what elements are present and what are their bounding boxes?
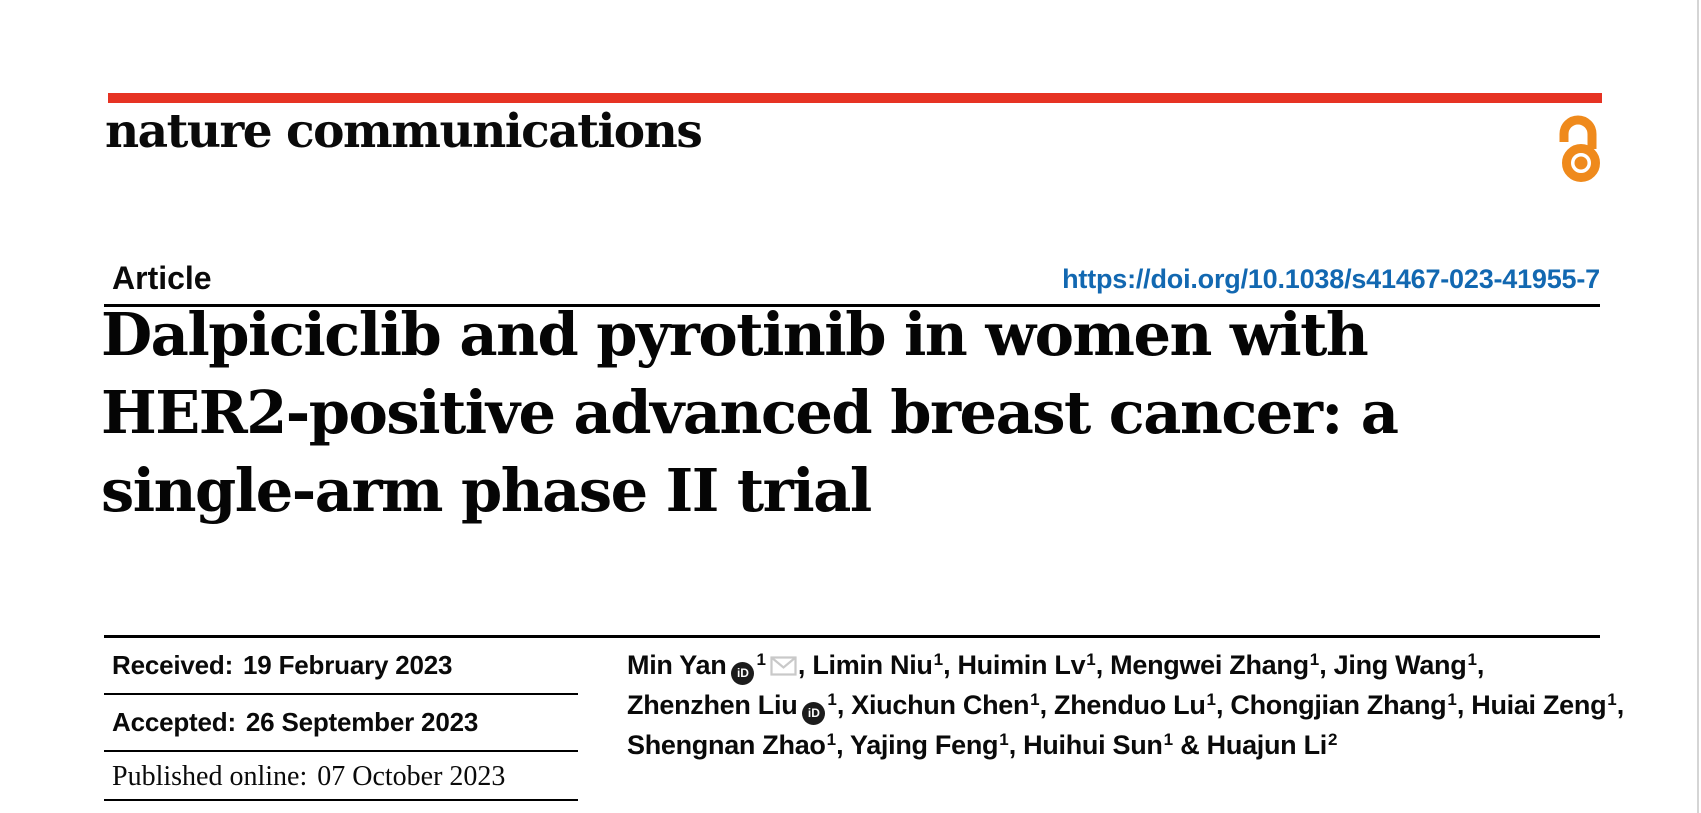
author-name: Zhenduo Lu (1054, 690, 1206, 720)
author-affiliation-sup: 1 (1206, 690, 1216, 709)
author-name: Yajing Feng (850, 730, 999, 760)
orcid-icon[interactable]: iD (802, 702, 826, 725)
received-label: Received: (112, 650, 234, 680)
author-name: Limin Niu (812, 650, 933, 680)
article-title: Dalpiciclib and pyrotinib in women with … (101, 296, 1399, 530)
author-name: Min Yan (627, 650, 727, 680)
author-name: Zhenzhen Liu (627, 690, 798, 720)
article-rule (104, 304, 1600, 307)
journal-logo: nature communications (105, 104, 703, 159)
open-access-icon[interactable] (1554, 106, 1604, 184)
envelope-glyph (770, 656, 797, 676)
author-affiliation-sup: 1 (1467, 650, 1477, 669)
open-padlock-glyph (1559, 115, 1600, 182)
author-affiliation-sup: 1 (1309, 650, 1320, 669)
published-value: 07 October 2023 (317, 760, 506, 792)
author-affiliation-sup: 1 (1030, 690, 1040, 709)
page-right-edge (1697, 0, 1699, 813)
received-value: 19 February 2023 (243, 650, 453, 680)
author-line-2: Zhenzhen Liu iD1, Xiuchun Chen1, Zhenduo … (627, 687, 1627, 727)
author-affiliation-sup: 1 (827, 690, 837, 709)
author-name: Huihui Sun (1023, 730, 1163, 760)
dates-panel: Received: 19 February 2023 Accepted: 26 … (104, 638, 578, 801)
header-separator-rule (104, 635, 1600, 638)
author-line-3: Shengnan Zhao1, Yajing Feng1, Huihui Sun… (627, 730, 1338, 760)
accepted-date-row: Accepted: 26 September 2023 (104, 695, 578, 752)
author-name: Huimin Lv (957, 650, 1086, 680)
author-affiliation-sup: 1 (1163, 730, 1174, 749)
published-label: Published online: (112, 760, 308, 792)
title-line-3: single-arm phase II trial (101, 456, 872, 525)
email-icon[interactable] (770, 649, 797, 685)
author-name: Mengwei Zhang (1110, 650, 1309, 680)
author-name: Huiai Zeng (1471, 690, 1607, 720)
author-name: Jing Wang (1333, 650, 1467, 680)
author-affiliation-sup: 1 (1447, 690, 1457, 709)
doi-link[interactable]: https://doi.org/10.1038/s41467-023-41955… (1062, 264, 1600, 294)
author-list: Min Yan iD1, Limin Niu1, Huimin Lv1, Meng… (627, 647, 1627, 767)
author-name: Huajun Li (1206, 730, 1328, 760)
author-affiliation-sup: 2 (1327, 730, 1338, 749)
title-line-1: Dalpiciclib and pyrotinib in women with (101, 300, 1369, 369)
published-date-row: Published online: 07 October 2023 (104, 752, 578, 801)
accepted-label: Accepted: (112, 707, 236, 737)
author-affiliation-sup: 1 (1086, 650, 1096, 669)
author-affiliation-sup: 1 (826, 730, 837, 749)
title-line-2: HER2-positive advanced breast cancer: a (101, 378, 1399, 447)
received-date-row: Received: 19 February 2023 (104, 638, 578, 695)
orcid-icon[interactable]: iD (731, 662, 755, 685)
brand-red-bar (108, 93, 1602, 103)
author-affiliation-sup: 1 (933, 650, 944, 669)
author-line-1: Min Yan iD1, Limin Niu1, Huimin Lv1, Meng… (627, 647, 1627, 687)
accepted-value: 26 September 2023 (245, 707, 479, 737)
author-affiliation-sup: 1 (756, 650, 766, 669)
author-name: Xiuchun Chen (851, 690, 1030, 720)
author-name: Shengnan Zhao (627, 730, 826, 760)
author-affiliation-sup: 1 (999, 730, 1009, 749)
author-name: Chongjian Zhang (1230, 690, 1447, 720)
article-type-label: Article (112, 260, 212, 296)
author-affiliation-sup: 1 (1607, 690, 1617, 709)
